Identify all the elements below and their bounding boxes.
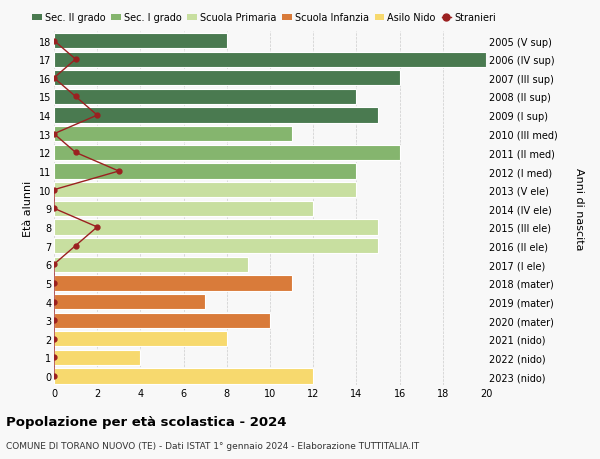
Bar [54, 90, 356, 105]
Bar [54, 34, 227, 49]
Bar [54, 183, 356, 198]
Bar [54, 275, 292, 291]
Bar [54, 52, 486, 67]
Bar [54, 146, 400, 161]
Legend: Sec. II grado, Sec. I grado, Scuola Primaria, Scuola Infanzia, Asilo Nido, Stran: Sec. II grado, Sec. I grado, Scuola Prim… [28, 10, 500, 27]
Text: Popolazione per età scolastica - 2024: Popolazione per età scolastica - 2024 [6, 415, 287, 428]
Bar [54, 294, 205, 309]
Bar [54, 369, 313, 384]
Bar [54, 350, 140, 365]
Y-axis label: Anni di nascita: Anni di nascita [574, 168, 584, 250]
Bar [54, 201, 313, 217]
Bar [54, 71, 400, 86]
Bar [54, 164, 356, 179]
Bar [54, 257, 248, 272]
Bar [54, 313, 270, 328]
Text: COMUNE DI TORANO NUOVO (TE) - Dati ISTAT 1° gennaio 2024 - Elaborazione TUTTITAL: COMUNE DI TORANO NUOVO (TE) - Dati ISTAT… [6, 441, 419, 450]
Y-axis label: Età alunni: Età alunni [23, 181, 33, 237]
Bar [54, 108, 378, 123]
Bar [54, 127, 292, 142]
Bar [54, 331, 227, 347]
Bar [54, 238, 378, 254]
Bar [54, 220, 378, 235]
